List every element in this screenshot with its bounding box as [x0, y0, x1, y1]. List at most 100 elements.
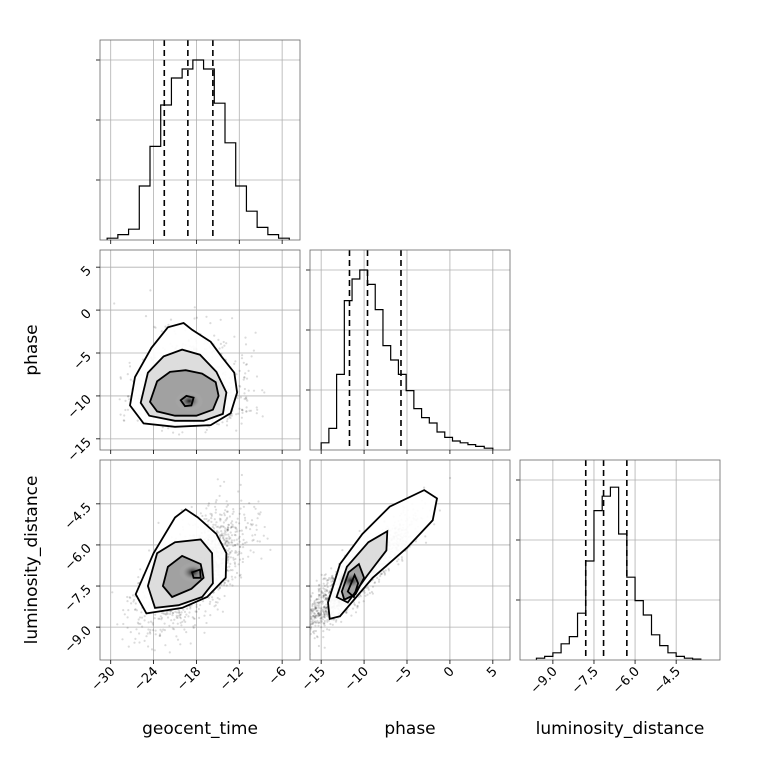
sample-point [183, 619, 186, 622]
sample-point [222, 521, 225, 524]
marginal-panel-geocent_time [96, 39, 301, 244]
sample-point [320, 620, 323, 623]
sample-point [317, 614, 320, 617]
sample-point [311, 603, 314, 606]
sample-point [247, 389, 250, 392]
sample-point [226, 420, 229, 423]
sample-point [222, 538, 225, 541]
sample-point [321, 591, 325, 595]
sample-point [187, 615, 190, 618]
sample-point [319, 621, 322, 624]
sample-point [227, 569, 230, 572]
sample-point [221, 346, 224, 349]
sample-point [313, 616, 316, 619]
sample-point [329, 578, 332, 581]
sample-point [222, 537, 225, 540]
sample-point [227, 580, 230, 583]
sample-point [363, 591, 366, 594]
sample-point [330, 576, 333, 580]
sample-point [230, 522, 233, 525]
sample-point [320, 626, 323, 629]
sample-point [254, 533, 257, 536]
sample-point [324, 593, 327, 597]
sample-point [234, 530, 237, 534]
sample-point [241, 409, 244, 412]
sample-point [278, 628, 280, 630]
sample-point [211, 525, 214, 529]
sample-point [124, 399, 127, 402]
sample-point [215, 525, 218, 528]
sample-point [126, 408, 130, 411]
sample-point [221, 525, 224, 528]
sample-point [164, 325, 167, 328]
sample-point [325, 588, 328, 591]
sample-point [175, 614, 178, 618]
sample-point [293, 631, 295, 633]
sample-point [317, 624, 320, 627]
sample-point [129, 596, 132, 600]
sample-point [148, 631, 151, 634]
sample-point [128, 398, 131, 401]
sample-point [167, 427, 170, 430]
sample-point [356, 604, 359, 608]
sample-point [304, 611, 306, 613]
sample-point [164, 613, 167, 616]
sample-point [209, 512, 212, 515]
sample-point [284, 632, 286, 634]
sample-point [314, 603, 317, 606]
sample-point [232, 510, 235, 513]
y-tick-label: −10 [65, 392, 95, 422]
sample-point [308, 625, 310, 627]
sample-point [317, 595, 321, 598]
sample-point [311, 604, 314, 608]
sample-point [223, 344, 226, 347]
sample-point [243, 541, 247, 545]
sample-point [310, 622, 313, 626]
sample-point [229, 414, 232, 417]
sample-point [213, 527, 216, 530]
sample-point [164, 644, 167, 647]
sample-point [225, 342, 228, 345]
sample-point [260, 655, 262, 657]
sample-point [317, 598, 320, 601]
sample-point [383, 573, 386, 576]
sample-point [320, 590, 323, 593]
sample-point [250, 355, 253, 358]
sample-point [209, 600, 212, 603]
sample-point [239, 545, 242, 549]
sample-point [302, 625, 304, 627]
x-tick-label: −18 [174, 664, 204, 694]
sample-point [449, 476, 452, 480]
sample-point [315, 598, 318, 601]
sample-point [228, 541, 231, 545]
sample-point [373, 581, 376, 585]
sample-point [370, 590, 373, 594]
sample-point [166, 612, 169, 616]
sample-point [127, 395, 130, 398]
sample-point [143, 639, 146, 643]
sample-point [242, 538, 245, 542]
sample-point [235, 538, 238, 541]
sample-point [228, 565, 231, 568]
sample-point [219, 526, 222, 529]
sample-point [324, 594, 328, 597]
sample-point [318, 593, 321, 597]
sample-point [119, 413, 122, 416]
sample-point [240, 416, 243, 419]
sample-point [198, 616, 201, 620]
sample-point [195, 605, 198, 609]
sample-point [230, 525, 233, 529]
marginal-panel-phase [306, 249, 511, 454]
sample-point [175, 616, 178, 619]
sample-point [229, 531, 232, 534]
sample-point [257, 512, 260, 515]
sample-point [297, 607, 299, 609]
sample-point [275, 652, 277, 654]
sample-point [237, 537, 240, 540]
sample-point [171, 612, 174, 615]
sample-point [229, 569, 232, 572]
contour-core [179, 394, 195, 408]
sample-point [314, 624, 317, 627]
sample-point [323, 616, 326, 619]
sample-point [296, 622, 298, 624]
